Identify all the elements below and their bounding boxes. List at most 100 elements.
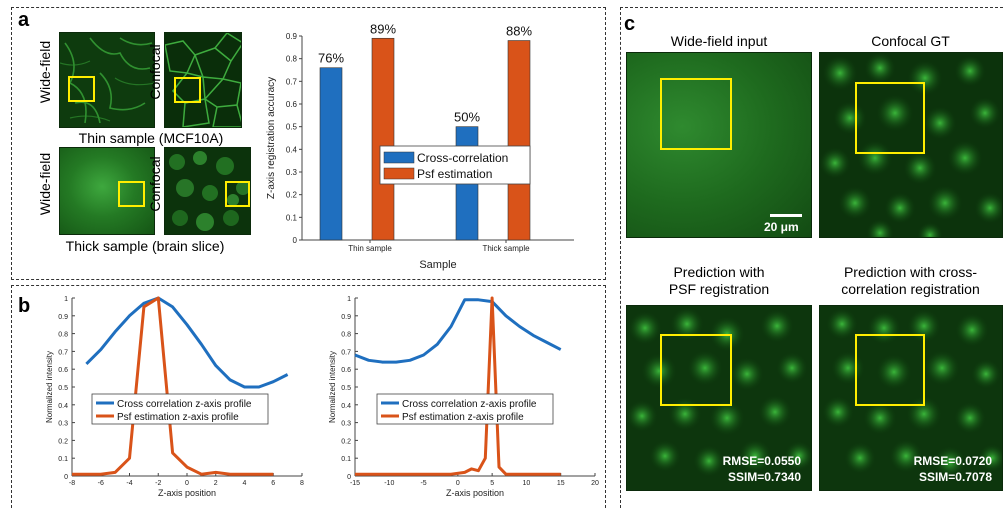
x-tick-label: 20 — [591, 480, 599, 487]
thick-sample-caption: Thick sample (brain slice) — [65, 238, 225, 254]
y-tick-label: 0.3 — [58, 421, 68, 428]
y-tick-label: 0.3 — [286, 168, 298, 177]
bar-data-label: 50% — [454, 110, 480, 125]
y-axis-label: Z-axis registration accuracy — [266, 77, 277, 199]
pred-psf-ssim: SSIM=0.7340 — [727, 470, 801, 484]
thin-widefield-label: Wide-field — [37, 40, 53, 104]
y-tick-label: 1 — [347, 296, 351, 303]
legend-swatch — [383, 167, 415, 180]
x-tick-label: 4 — [243, 480, 247, 487]
y-tick-label: 0.1 — [341, 456, 351, 463]
panel-c-label: c — [624, 13, 636, 35]
y-tick-label: 0.2 — [286, 191, 298, 200]
pred-cc-title-line1: Prediction with cross- — [843, 264, 978, 280]
thin-widefield-texture — [60, 33, 154, 127]
legend-entry: Cross correlation z-axis profile — [402, 399, 537, 410]
panel-c — [620, 7, 1003, 508]
x-tick-label: 8 — [300, 480, 304, 487]
pred-psf-texture — [627, 306, 811, 490]
y-tick-label: 0 — [293, 236, 298, 245]
widefield-input-image: 20 μm — [626, 52, 812, 238]
bar-data-label: 89% — [370, 22, 396, 36]
thick-confocal-image — [164, 147, 251, 235]
confocal-gt-title: Confocal GT — [871, 33, 950, 49]
x-tick-label: -15 — [350, 480, 360, 487]
x-tick-label: -10 — [384, 480, 394, 487]
y-tick-label: 0.9 — [341, 314, 351, 321]
pred-psf-title: Prediction with PSF registration — [626, 264, 812, 298]
pred-cc-title-line2: correlation registration — [841, 281, 980, 297]
y-tick-label: 0.9 — [58, 314, 68, 321]
pred-psf-rmse: RMSE=0.0550 — [722, 454, 801, 468]
legend-box — [376, 393, 554, 425]
legend: Cross correlation z-axis profile Psf esti… — [376, 393, 554, 425]
x-axis-label: Z-axis position — [158, 488, 216, 498]
roi-box — [174, 77, 201, 103]
x-tick-label: 0 — [185, 480, 189, 487]
x-tick-label: -4 — [126, 480, 132, 487]
scale-bar — [770, 214, 802, 217]
legend-entry: Psf estimation z-axis profile — [402, 412, 524, 423]
y-tick-label: 0.8 — [341, 332, 351, 339]
legend: Cross correlation z-axis profile Psf esti… — [91, 393, 269, 425]
pred-cc-image: RMSE=0.0720 SSIM=0.7078 — [819, 305, 1003, 491]
legend-entry: Psf estimation z-axis profile — [117, 412, 239, 423]
thin-confocal-texture — [165, 33, 241, 127]
panel-a — [11, 7, 606, 280]
z-profile-chart-thin: 0 0.1 0.2 0.3 0.4 0.5 0.6 0.7 0.8 0.9 1 -8 -6 -4 -2 0 2 4… — [45, 296, 304, 498]
y-tick-label: 1 — [64, 296, 68, 303]
x-tick-label: 2 — [214, 480, 218, 487]
legend-box — [91, 393, 269, 425]
scale-bar-label: 20 μm — [764, 220, 799, 234]
x-tick-label: 10 — [523, 480, 531, 487]
panel-a-label: a — [18, 9, 30, 31]
thin-widefield-image — [59, 32, 155, 128]
series-line — [72, 296, 274, 476]
bar-data-label: 76% — [318, 51, 344, 66]
x-tick-label: -8 — [69, 480, 75, 487]
y-tick-label: 0.5 — [286, 123, 298, 132]
pred-psf-image: RMSE=0.0550 SSIM=0.7340 — [626, 305, 812, 491]
bar — [371, 37, 395, 241]
y-tick-label: 0.4 — [58, 403, 68, 410]
y-tick-label: 0.1 — [286, 213, 298, 222]
roi-box — [660, 334, 732, 406]
bar — [319, 67, 343, 241]
y-tick-label: 0.6 — [286, 100, 298, 109]
x-tick-label: -6 — [98, 480, 104, 487]
x-axis-label: Sample — [419, 259, 456, 271]
y-axis-label: Normalized intensity — [328, 351, 337, 423]
pred-cc-title: Prediction with cross- correlation regis… — [818, 264, 1003, 298]
roi-box — [118, 181, 145, 207]
panel-b — [11, 285, 606, 508]
x-tick-label: -5 — [420, 480, 426, 487]
panel-b-label: b — [18, 295, 31, 317]
legend: Cross-correlation Psf estimation — [379, 145, 531, 185]
x-tick-label: Thick sample — [482, 244, 530, 253]
x-tick-label: 0 — [456, 480, 460, 487]
y-tick-label: 0.2 — [341, 438, 351, 445]
widefield-input-title: Wide-field input — [670, 33, 768, 49]
series-line — [355, 296, 561, 476]
y-tick-label: 0.5 — [341, 385, 351, 392]
y-tick-label: 0 — [64, 474, 68, 481]
y-tick-label: 0.3 — [341, 421, 351, 428]
series-line — [85, 296, 289, 389]
pred-cc-ssim: SSIM=0.7078 — [918, 470, 992, 484]
thin-confocal-label: Confocal — [147, 44, 163, 100]
x-tick-label: 5 — [490, 480, 494, 487]
x-tick-label: 15 — [557, 480, 565, 487]
y-tick-label: 0.8 — [286, 55, 298, 64]
x-tick-label: -2 — [155, 480, 161, 487]
thick-confocal-label: Confocal — [147, 156, 163, 212]
thick-confocal-texture — [165, 148, 250, 234]
y-tick-label: 0.7 — [58, 349, 68, 356]
y-tick-label: 0.8 — [58, 332, 68, 339]
confocal-gt-image — [819, 52, 1003, 238]
pred-psf-title-line1: Prediction with — [673, 264, 765, 280]
y-tick-label: 0.7 — [341, 349, 351, 356]
thin-confocal-image — [164, 32, 242, 128]
z-profile-chart-thick: 0 0.1 0.2 0.3 0.4 0.5 0.6 0.7 0.8 0.9 1 -15 -10 -5 0 5 1… — [328, 296, 599, 498]
legend-entry: Cross-correlation — [417, 151, 508, 165]
bar — [507, 40, 531, 241]
